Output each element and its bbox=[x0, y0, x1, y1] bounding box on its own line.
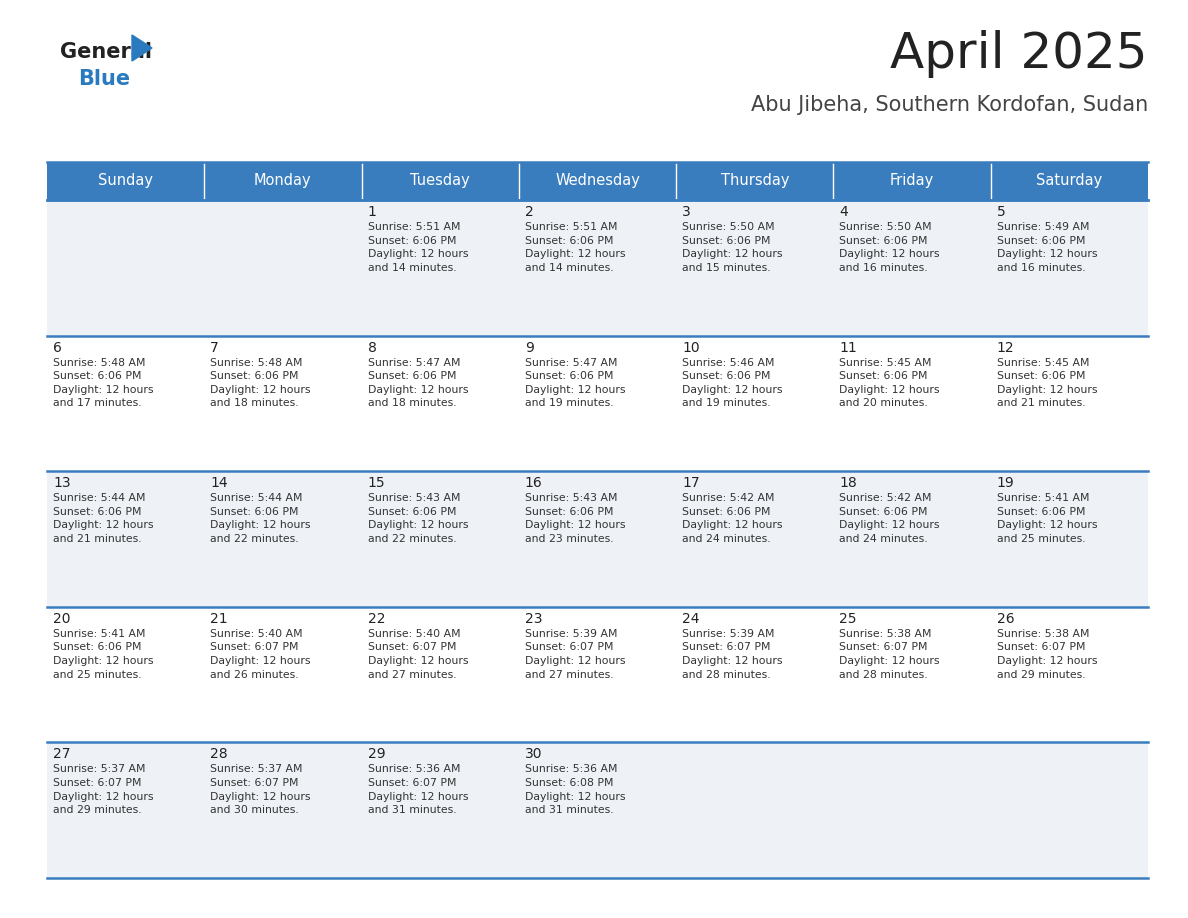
Text: General: General bbox=[61, 42, 152, 62]
Text: 15: 15 bbox=[367, 476, 385, 490]
Text: Sunrise: 5:44 AM
Sunset: 6:06 PM
Daylight: 12 hours
and 22 minutes.: Sunrise: 5:44 AM Sunset: 6:06 PM Dayligh… bbox=[210, 493, 311, 544]
Text: Sunday: Sunday bbox=[99, 174, 153, 188]
Text: Sunrise: 5:36 AM
Sunset: 6:07 PM
Daylight: 12 hours
and 31 minutes.: Sunrise: 5:36 AM Sunset: 6:07 PM Dayligh… bbox=[367, 765, 468, 815]
Text: 2: 2 bbox=[525, 205, 533, 219]
Text: Sunrise: 5:45 AM
Sunset: 6:06 PM
Daylight: 12 hours
and 20 minutes.: Sunrise: 5:45 AM Sunset: 6:06 PM Dayligh… bbox=[840, 358, 940, 409]
Text: Sunrise: 5:47 AM
Sunset: 6:06 PM
Daylight: 12 hours
and 18 minutes.: Sunrise: 5:47 AM Sunset: 6:06 PM Dayligh… bbox=[367, 358, 468, 409]
Bar bbox=[48, 200, 1148, 336]
Text: Sunrise: 5:43 AM
Sunset: 6:06 PM
Daylight: 12 hours
and 22 minutes.: Sunrise: 5:43 AM Sunset: 6:06 PM Dayligh… bbox=[367, 493, 468, 544]
Text: 11: 11 bbox=[840, 341, 858, 354]
Text: 25: 25 bbox=[840, 611, 857, 626]
Text: Sunrise: 5:36 AM
Sunset: 6:08 PM
Daylight: 12 hours
and 31 minutes.: Sunrise: 5:36 AM Sunset: 6:08 PM Dayligh… bbox=[525, 765, 625, 815]
Text: Wednesday: Wednesday bbox=[555, 174, 640, 188]
Text: 9: 9 bbox=[525, 341, 533, 354]
Text: Sunrise: 5:40 AM
Sunset: 6:07 PM
Daylight: 12 hours
and 27 minutes.: Sunrise: 5:40 AM Sunset: 6:07 PM Dayligh… bbox=[367, 629, 468, 679]
Text: 4: 4 bbox=[840, 205, 848, 219]
Text: 13: 13 bbox=[53, 476, 70, 490]
Text: 7: 7 bbox=[210, 341, 219, 354]
Bar bbox=[361, 162, 519, 200]
Text: 10: 10 bbox=[682, 341, 700, 354]
Text: April 2025: April 2025 bbox=[891, 30, 1148, 78]
Text: Sunrise: 5:48 AM
Sunset: 6:06 PM
Daylight: 12 hours
and 17 minutes.: Sunrise: 5:48 AM Sunset: 6:06 PM Dayligh… bbox=[53, 358, 153, 409]
Text: 27: 27 bbox=[53, 747, 70, 761]
Text: 19: 19 bbox=[997, 476, 1015, 490]
Text: Sunrise: 5:47 AM
Sunset: 6:06 PM
Daylight: 12 hours
and 19 minutes.: Sunrise: 5:47 AM Sunset: 6:06 PM Dayligh… bbox=[525, 358, 625, 409]
Text: 24: 24 bbox=[682, 611, 700, 626]
Text: Sunrise: 5:41 AM
Sunset: 6:06 PM
Daylight: 12 hours
and 25 minutes.: Sunrise: 5:41 AM Sunset: 6:06 PM Dayligh… bbox=[53, 629, 153, 679]
Text: 12: 12 bbox=[997, 341, 1015, 354]
Text: Abu Jibeha, Southern Kordofan, Sudan: Abu Jibeha, Southern Kordofan, Sudan bbox=[751, 95, 1148, 115]
Polygon shape bbox=[132, 35, 152, 61]
Text: Sunrise: 5:51 AM
Sunset: 6:06 PM
Daylight: 12 hours
and 14 minutes.: Sunrise: 5:51 AM Sunset: 6:06 PM Dayligh… bbox=[367, 222, 468, 273]
Bar bbox=[48, 162, 204, 200]
Text: 16: 16 bbox=[525, 476, 543, 490]
Text: 21: 21 bbox=[210, 611, 228, 626]
Text: Monday: Monday bbox=[254, 174, 311, 188]
Bar bbox=[834, 162, 991, 200]
Text: Sunrise: 5:44 AM
Sunset: 6:06 PM
Daylight: 12 hours
and 21 minutes.: Sunrise: 5:44 AM Sunset: 6:06 PM Dayligh… bbox=[53, 493, 153, 544]
Text: 8: 8 bbox=[367, 341, 377, 354]
Text: Blue: Blue bbox=[78, 69, 131, 89]
Text: 26: 26 bbox=[997, 611, 1015, 626]
Text: Sunrise: 5:48 AM
Sunset: 6:06 PM
Daylight: 12 hours
and 18 minutes.: Sunrise: 5:48 AM Sunset: 6:06 PM Dayligh… bbox=[210, 358, 311, 409]
Text: Sunrise: 5:51 AM
Sunset: 6:06 PM
Daylight: 12 hours
and 14 minutes.: Sunrise: 5:51 AM Sunset: 6:06 PM Dayligh… bbox=[525, 222, 625, 273]
Text: 30: 30 bbox=[525, 747, 543, 761]
Text: Sunrise: 5:38 AM
Sunset: 6:07 PM
Daylight: 12 hours
and 29 minutes.: Sunrise: 5:38 AM Sunset: 6:07 PM Dayligh… bbox=[997, 629, 1098, 679]
Text: 6: 6 bbox=[53, 341, 62, 354]
Text: 1: 1 bbox=[367, 205, 377, 219]
Text: Sunrise: 5:45 AM
Sunset: 6:06 PM
Daylight: 12 hours
and 21 minutes.: Sunrise: 5:45 AM Sunset: 6:06 PM Dayligh… bbox=[997, 358, 1098, 409]
Text: Sunrise: 5:39 AM
Sunset: 6:07 PM
Daylight: 12 hours
and 27 minutes.: Sunrise: 5:39 AM Sunset: 6:07 PM Dayligh… bbox=[525, 629, 625, 679]
Bar bbox=[48, 607, 1148, 743]
Text: Sunrise: 5:37 AM
Sunset: 6:07 PM
Daylight: 12 hours
and 29 minutes.: Sunrise: 5:37 AM Sunset: 6:07 PM Dayligh… bbox=[53, 765, 153, 815]
Text: 20: 20 bbox=[53, 611, 70, 626]
Text: 29: 29 bbox=[367, 747, 385, 761]
Bar bbox=[204, 162, 361, 200]
Text: 14: 14 bbox=[210, 476, 228, 490]
Text: 17: 17 bbox=[682, 476, 700, 490]
Text: 28: 28 bbox=[210, 747, 228, 761]
Text: Sunrise: 5:42 AM
Sunset: 6:06 PM
Daylight: 12 hours
and 24 minutes.: Sunrise: 5:42 AM Sunset: 6:06 PM Dayligh… bbox=[840, 493, 940, 544]
Text: 22: 22 bbox=[367, 611, 385, 626]
Text: Sunrise: 5:50 AM
Sunset: 6:06 PM
Daylight: 12 hours
and 16 minutes.: Sunrise: 5:50 AM Sunset: 6:06 PM Dayligh… bbox=[840, 222, 940, 273]
Text: Sunrise: 5:37 AM
Sunset: 6:07 PM
Daylight: 12 hours
and 30 minutes.: Sunrise: 5:37 AM Sunset: 6:07 PM Dayligh… bbox=[210, 765, 311, 815]
Text: Thursday: Thursday bbox=[721, 174, 789, 188]
Text: Sunrise: 5:42 AM
Sunset: 6:06 PM
Daylight: 12 hours
and 24 minutes.: Sunrise: 5:42 AM Sunset: 6:06 PM Dayligh… bbox=[682, 493, 783, 544]
Text: Sunrise: 5:50 AM
Sunset: 6:06 PM
Daylight: 12 hours
and 15 minutes.: Sunrise: 5:50 AM Sunset: 6:06 PM Dayligh… bbox=[682, 222, 783, 273]
Text: Sunrise: 5:43 AM
Sunset: 6:06 PM
Daylight: 12 hours
and 23 minutes.: Sunrise: 5:43 AM Sunset: 6:06 PM Dayligh… bbox=[525, 493, 625, 544]
Bar bbox=[48, 471, 1148, 607]
Text: 5: 5 bbox=[997, 205, 1005, 219]
Text: Sunrise: 5:49 AM
Sunset: 6:06 PM
Daylight: 12 hours
and 16 minutes.: Sunrise: 5:49 AM Sunset: 6:06 PM Dayligh… bbox=[997, 222, 1098, 273]
Text: Sunrise: 5:38 AM
Sunset: 6:07 PM
Daylight: 12 hours
and 28 minutes.: Sunrise: 5:38 AM Sunset: 6:07 PM Dayligh… bbox=[840, 629, 940, 679]
Text: 3: 3 bbox=[682, 205, 691, 219]
Text: Sunrise: 5:40 AM
Sunset: 6:07 PM
Daylight: 12 hours
and 26 minutes.: Sunrise: 5:40 AM Sunset: 6:07 PM Dayligh… bbox=[210, 629, 311, 679]
Bar bbox=[48, 743, 1148, 878]
Text: Tuesday: Tuesday bbox=[410, 174, 470, 188]
Bar bbox=[676, 162, 834, 200]
Bar bbox=[48, 336, 1148, 471]
Bar bbox=[519, 162, 676, 200]
Bar bbox=[991, 162, 1148, 200]
Text: Friday: Friday bbox=[890, 174, 934, 188]
Text: Sunrise: 5:46 AM
Sunset: 6:06 PM
Daylight: 12 hours
and 19 minutes.: Sunrise: 5:46 AM Sunset: 6:06 PM Dayligh… bbox=[682, 358, 783, 409]
Text: 23: 23 bbox=[525, 611, 543, 626]
Text: Saturday: Saturday bbox=[1036, 174, 1102, 188]
Text: 18: 18 bbox=[840, 476, 858, 490]
Text: Sunrise: 5:39 AM
Sunset: 6:07 PM
Daylight: 12 hours
and 28 minutes.: Sunrise: 5:39 AM Sunset: 6:07 PM Dayligh… bbox=[682, 629, 783, 679]
Text: Sunrise: 5:41 AM
Sunset: 6:06 PM
Daylight: 12 hours
and 25 minutes.: Sunrise: 5:41 AM Sunset: 6:06 PM Dayligh… bbox=[997, 493, 1098, 544]
